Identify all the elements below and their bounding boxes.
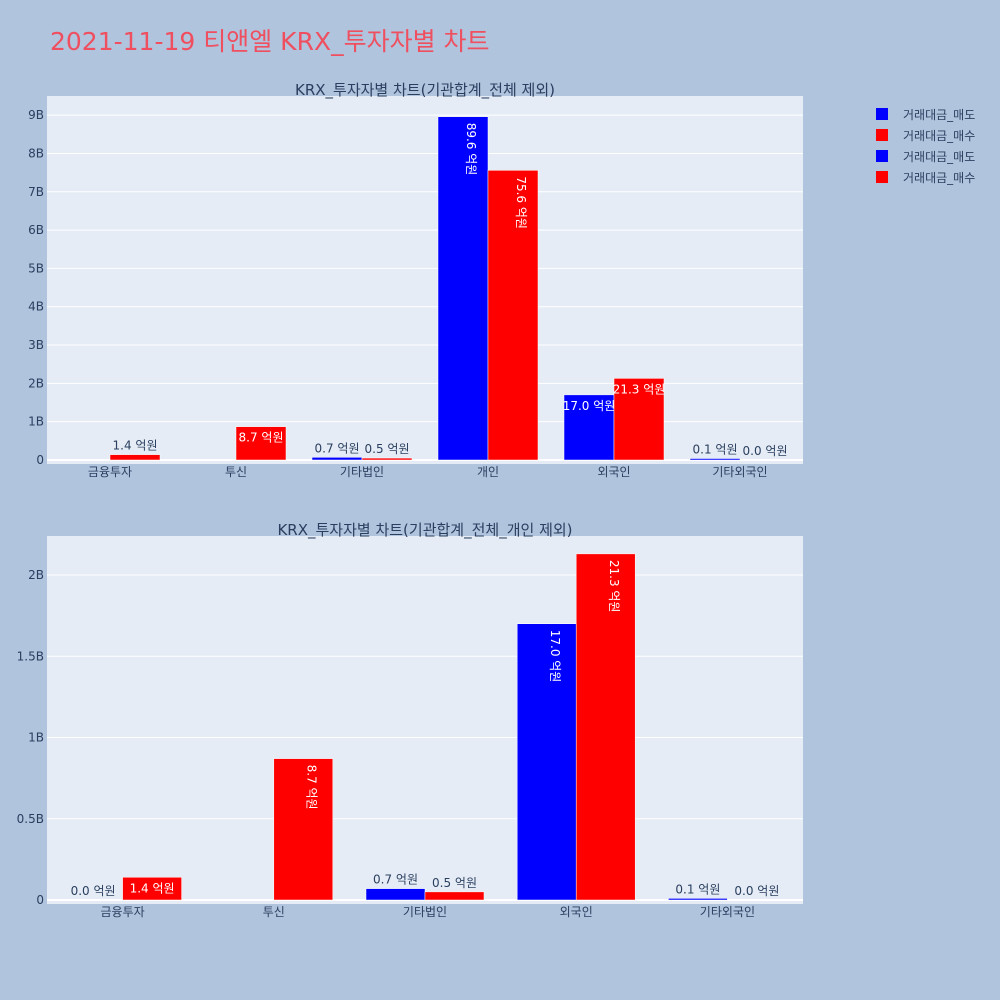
bar-value-label: 0.0 억원 <box>71 884 116 898</box>
bar-buy <box>235 426 287 461</box>
legend-label: 거래대금_매도 <box>903 108 975 122</box>
bar-value-label: 1.4 억원 <box>113 439 158 453</box>
bar-buy <box>613 378 665 461</box>
x-tick-label: 외국인 <box>597 465 630 479</box>
y-tick-label: 6B <box>28 223 44 237</box>
bar-buy <box>361 457 413 461</box>
bar-value-label: 0.1 억원 <box>675 882 720 896</box>
bar-value-label: 75.6 억원 <box>514 176 528 229</box>
legend-swatch <box>876 108 888 120</box>
bar-buy <box>109 454 161 461</box>
bar-value-label: 0.5 억원 <box>432 876 477 890</box>
legend-label: 거래대금_매수 <box>903 171 975 185</box>
legend-swatch <box>876 171 888 183</box>
bar-value-label: 0.7 억원 <box>373 873 418 887</box>
y-tick-label: 0 <box>36 893 44 907</box>
plot-area <box>47 536 803 904</box>
plot-area <box>47 96 803 464</box>
subplot-title: KRX_투자자별 차트(기관합계_전체 제외) <box>295 81 555 100</box>
bar-value-label: 1.4 억원 <box>130 881 175 895</box>
bar-sell <box>668 898 728 901</box>
x-tick-label: 개인 <box>477 465 499 479</box>
y-tick-label: 7B <box>28 185 44 199</box>
x-tick-label: 외국인 <box>560 905 593 919</box>
y-tick-label: 1B <box>28 731 44 745</box>
y-tick-label: 1.5B <box>17 649 44 663</box>
bar-buy <box>487 170 539 461</box>
bar-value-label: 0.0 억원 <box>734 884 779 898</box>
bar-buy <box>424 891 485 901</box>
bar-buy <box>575 553 636 901</box>
y-tick-label: 4B <box>28 300 44 314</box>
bar-buy <box>273 758 334 901</box>
bar-value-label: 0.5 억원 <box>365 442 410 456</box>
bar-value-label: 0.0 억원 <box>743 444 788 458</box>
y-tick-label: 3B <box>28 338 44 352</box>
y-tick-label: 0.5B <box>17 812 44 826</box>
x-tick-label: 투신 <box>263 905 285 919</box>
y-tick-label: 2B <box>28 376 44 390</box>
y-tick-label: 2B <box>28 568 44 582</box>
y-tick-label: 8B <box>28 146 44 160</box>
bar-value-label: 0.1 억원 <box>693 443 738 457</box>
bar-value-label: 17.0 억원 <box>548 630 562 683</box>
x-tick-label: 기타법인 <box>403 905 447 919</box>
y-tick-label: 0 <box>36 453 44 467</box>
y-tick-label: 9B <box>28 108 44 122</box>
bar-buy <box>122 877 182 901</box>
bar-sell <box>563 394 615 461</box>
x-tick-label: 기타외국인 <box>712 465 767 479</box>
bar-sell <box>516 623 577 901</box>
x-tick-label: 금융투자 <box>101 905 145 919</box>
bar-value-label: 0.7 억원 <box>315 441 360 455</box>
bar-value-label: 89.6 억원 <box>464 123 478 176</box>
bar-sell <box>365 888 426 901</box>
y-tick-label: 1B <box>28 415 44 429</box>
bar-value-label: 21.3 억원 <box>613 382 666 396</box>
bar-sell <box>437 116 489 461</box>
bar-value-label: 17.0 억원 <box>563 399 616 413</box>
x-tick-label: 기타외국인 <box>700 905 755 919</box>
bar-value-label: 8.7 억원 <box>305 765 319 810</box>
legend-label: 거래대금_매수 <box>903 129 975 143</box>
x-tick-label: 기타법인 <box>340 465 384 479</box>
bar-sell <box>311 457 363 461</box>
legend-label: 거래대금_매도 <box>903 150 975 164</box>
bar-value-label: 8.7 억원 <box>239 431 284 445</box>
bar-value-label: 21.3 억원 <box>607 560 621 613</box>
bar-sell <box>689 458 741 461</box>
x-tick-label: 금융투자 <box>88 465 132 479</box>
subplot-title: KRX_투자자별 차트(기관합계_전체_개인 제외) <box>277 521 572 540</box>
legend-swatch <box>876 129 888 141</box>
y-tick-label: 5B <box>28 261 44 275</box>
legend-swatch <box>876 150 888 162</box>
page-title: 2021-11-19 티앤엘 KRX_투자자별 차트 <box>50 27 490 56</box>
x-tick-label: 투신 <box>225 465 247 479</box>
